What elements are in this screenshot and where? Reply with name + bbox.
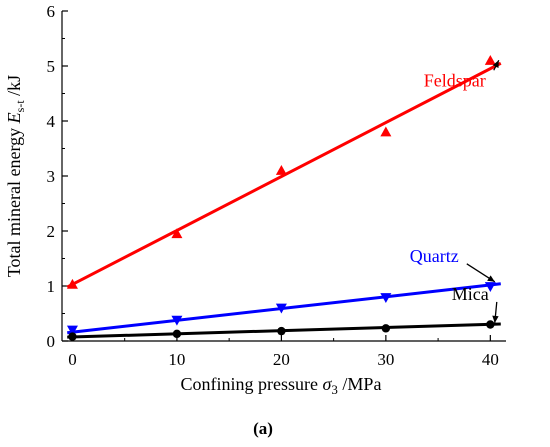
mica-point <box>486 320 495 329</box>
mica-point <box>68 332 77 341</box>
mica-label-arrowhead <box>492 315 499 323</box>
y-tick-label: 3 <box>47 167 56 186</box>
x-tick-label: 30 <box>377 350 394 369</box>
axis-ticks: 0 10 20 30 40 0 1 2 3 4 5 6 <box>47 2 499 369</box>
feldspar-point <box>275 165 287 175</box>
feldspar-label-arrowhead <box>492 60 499 68</box>
mica-point <box>172 329 182 339</box>
mica-point <box>277 326 286 336</box>
feldspar-fit-line <box>66 61 502 289</box>
quartz-point <box>275 303 287 314</box>
series-labels: Feldspar Quartz Mica <box>410 59 500 324</box>
y-tick-label: 4 <box>47 112 56 131</box>
y-axis-title-text: Total mineral energy <box>4 123 24 277</box>
data-markers <box>66 55 496 341</box>
quartz-label-arrowhead <box>487 275 495 282</box>
x-axis-title: Confining pressure σ3 /MPa <box>181 374 382 397</box>
y-tick-label: 6 <box>47 2 56 21</box>
panel-label: (a) <box>253 419 273 438</box>
x-axis-title-text: Confining pressure <box>181 374 323 394</box>
x-axis-title-unit: /MPa <box>338 374 382 394</box>
mica-point <box>381 324 391 333</box>
feldspar-point <box>484 55 496 65</box>
quartz-point <box>66 325 78 336</box>
feldspar-point <box>380 126 392 137</box>
y-axis-title-unit: /kJ <box>4 75 24 101</box>
quartz-label: Quartz <box>410 246 459 266</box>
y-axis-title: Total mineral energy Es-t /kJ <box>4 75 27 277</box>
feldspar-label: Feldspar <box>424 70 486 90</box>
quartz-point <box>484 282 496 293</box>
x-tick-label: 20 <box>273 350 290 369</box>
x-axis-title-symbol: σ <box>323 374 333 394</box>
y-axis-title-subscript: s-t <box>13 100 27 113</box>
quartz-point <box>380 293 392 304</box>
feldspar-point <box>171 228 183 239</box>
x-tick-label: 0 <box>68 350 77 369</box>
y-tick-label: 1 <box>47 277 56 296</box>
fit-lines <box>66 61 502 339</box>
y-tick-label: 5 <box>47 57 56 76</box>
feldspar-point <box>66 278 78 289</box>
x-tick-label: 40 <box>482 350 499 369</box>
quartz-point <box>171 315 183 326</box>
y-axis-title-symbol: E <box>4 112 24 124</box>
y-tick-label: 0 <box>47 332 56 351</box>
x-tick-label: 10 <box>168 350 185 369</box>
x-axis-title-subscript: 3 <box>331 382 338 397</box>
y-tick-label: 2 <box>47 222 56 241</box>
mica-label: Mica <box>452 284 489 304</box>
